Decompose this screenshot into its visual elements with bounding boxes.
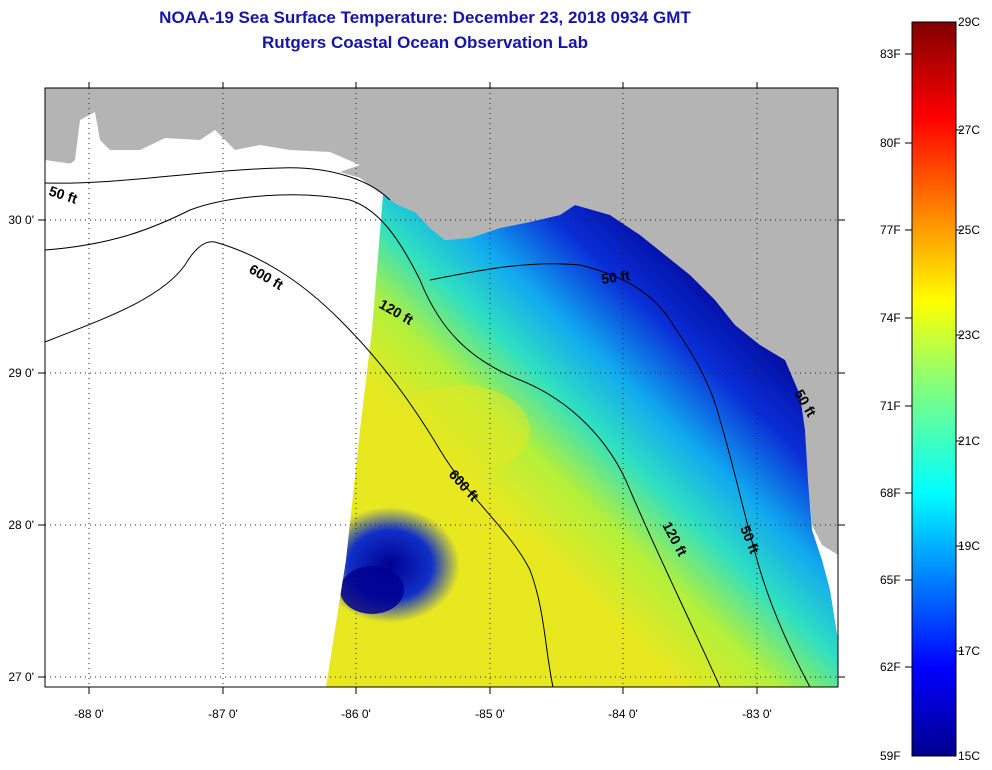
colorbar-f-label: 83F <box>880 47 901 61</box>
lon-label: -83 0' <box>742 707 772 721</box>
colorbar-c-label: 29C <box>958 15 980 29</box>
lon-label: -85 0' <box>475 707 505 721</box>
axis-ticks <box>38 82 845 694</box>
lon-label: -87 0' <box>208 707 238 721</box>
lat-label: 30 0' <box>8 213 34 227</box>
colorbar-f-label: 74F <box>880 311 901 325</box>
colorbar-c-label: 27C <box>958 123 980 137</box>
coastal-bays <box>60 112 360 178</box>
land-mass <box>45 88 838 555</box>
colorbar-c-label: 23C <box>958 328 980 342</box>
lon-label: -86 0' <box>341 707 371 721</box>
colorbar-c-label: 19C <box>958 539 980 553</box>
map-subtitle: Rutgers Coastal Ocean Observation Lab <box>262 33 588 52</box>
colorbar-ticks <box>905 53 963 668</box>
lat-label: 28 0' <box>8 518 34 532</box>
colorbar-f-label: 68F <box>880 486 901 500</box>
graticule <box>45 88 838 687</box>
colorbar-f-label: 59F <box>880 749 901 763</box>
lat-label: 29 0' <box>8 366 34 380</box>
plot-frame <box>44 87 839 688</box>
colorbar-f-label: 71F <box>880 399 901 413</box>
plot-area: 50 ft 600 ft 120 ft 50 ft 600 ft 120 ft … <box>45 88 838 687</box>
lon-label: -84 0' <box>608 707 638 721</box>
colorbar-c-label: 15C <box>958 749 980 763</box>
colorbar-f-label: 65F <box>880 573 901 587</box>
colorbar-c-label: 25C <box>958 223 980 237</box>
colorbar-c-label: 21C <box>958 434 980 448</box>
contour-120ft-west <box>45 194 721 687</box>
contour-600ft <box>45 241 554 687</box>
lon-label: -88 0' <box>74 707 104 721</box>
colorbar-f-label: 62F <box>880 660 901 674</box>
contour-50ft-west <box>45 167 391 201</box>
colorbar-f-label: 80F <box>880 136 901 150</box>
contour-label: 50 ft <box>600 267 631 287</box>
map-title: NOAA-19 Sea Surface Temperature: Decembe… <box>159 8 691 27</box>
lat-label: 27 0' <box>8 670 34 684</box>
colorbar-f-label: 77F <box>880 223 901 237</box>
colorbar <box>911 21 957 757</box>
colorbar-c-label: 17C <box>958 644 980 658</box>
contour-50ft-east <box>429 263 811 687</box>
